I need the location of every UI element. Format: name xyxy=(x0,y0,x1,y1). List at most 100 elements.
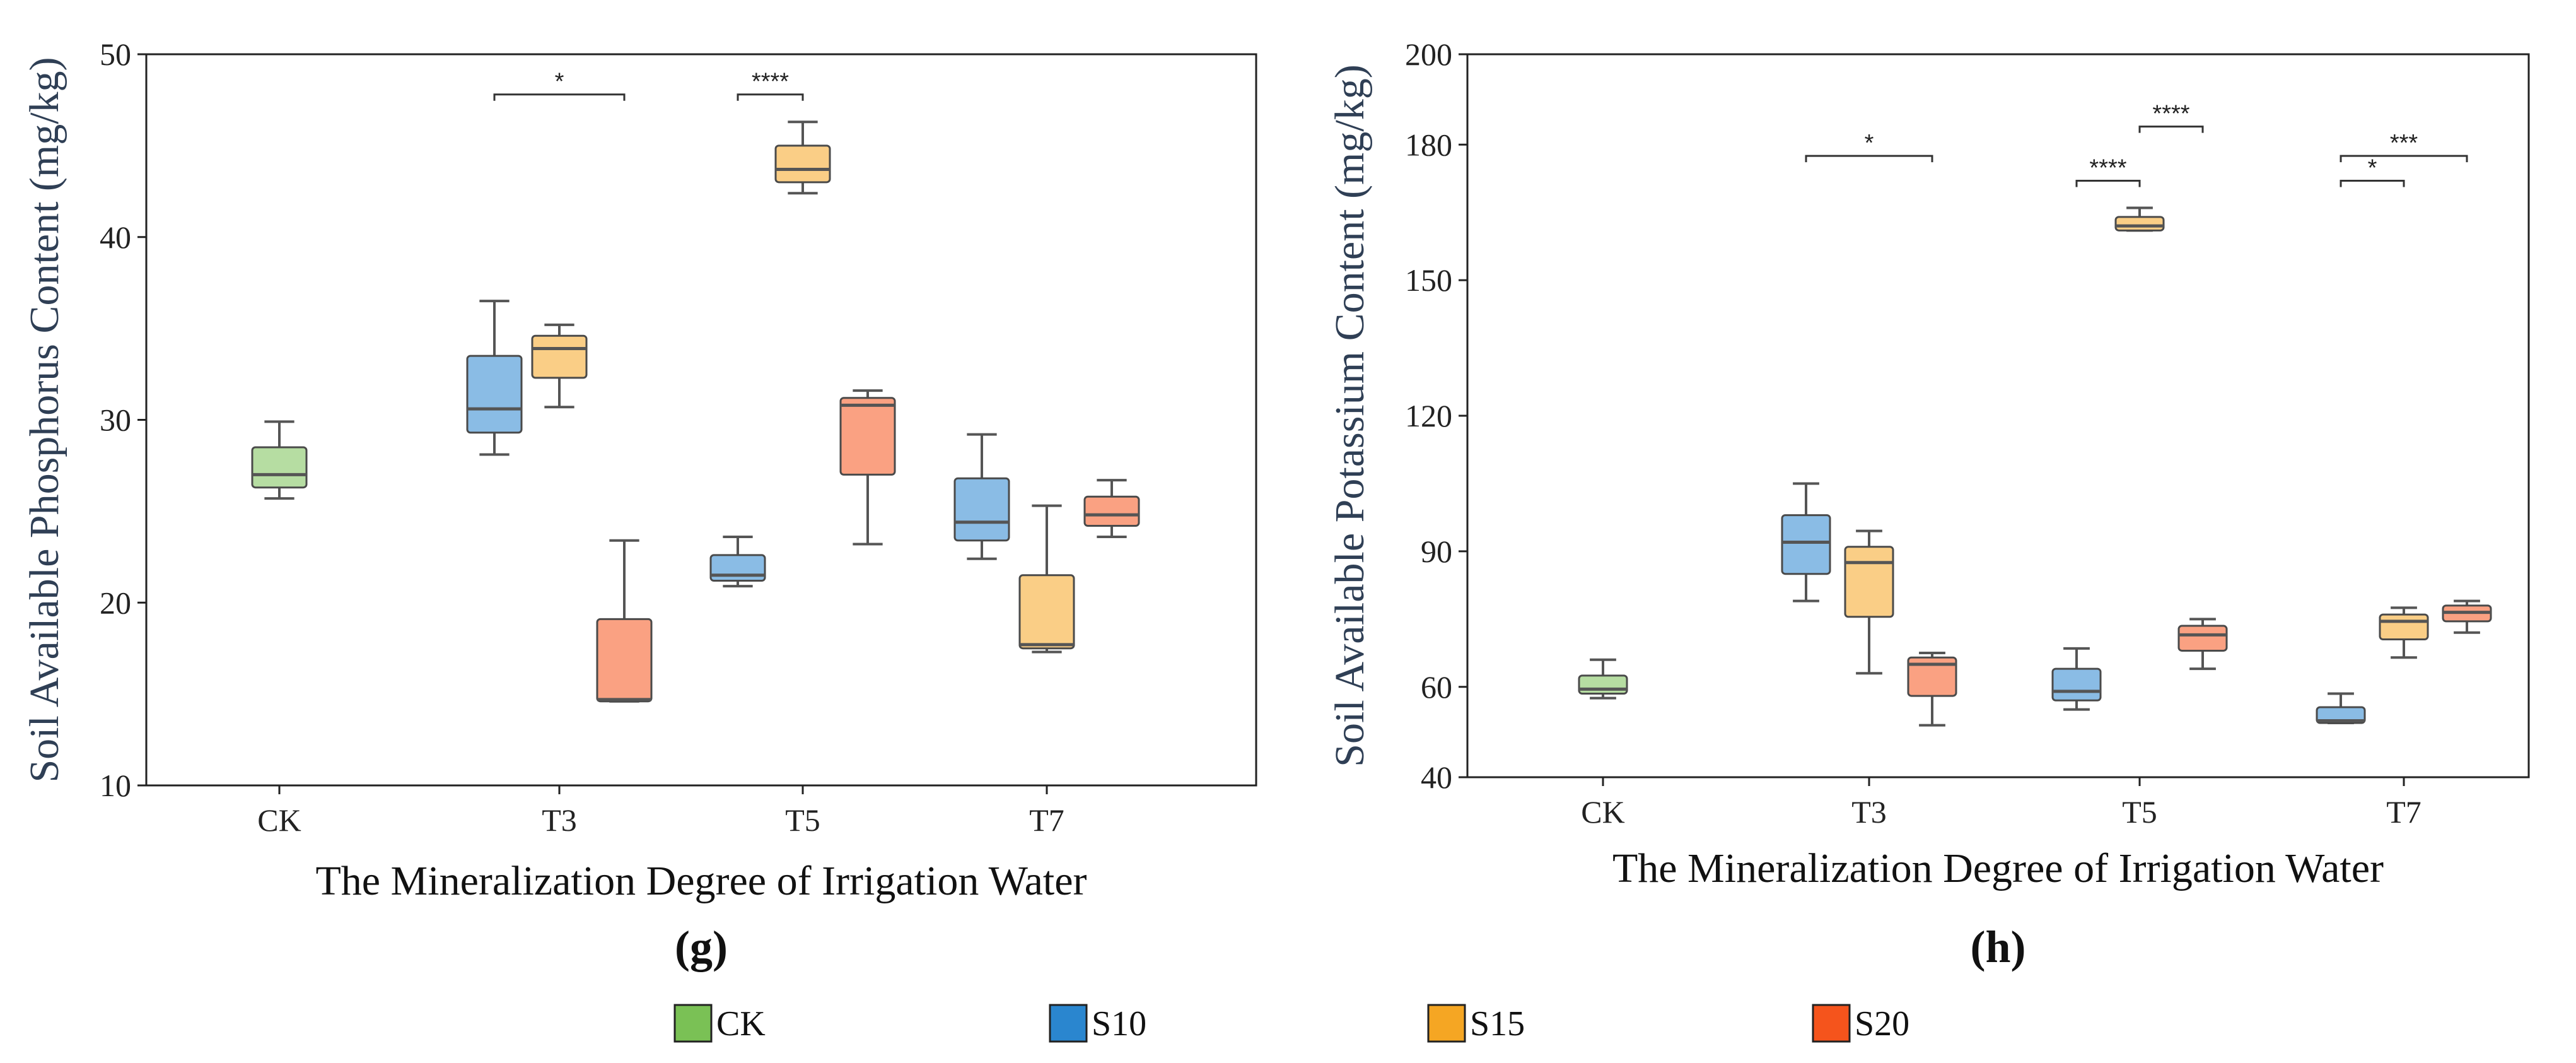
box-T3-S15 xyxy=(1844,529,1894,675)
box-T5-S10 xyxy=(709,535,766,588)
box-body xyxy=(531,334,588,379)
box-T5-S15 xyxy=(2114,206,2165,232)
box-T3-S10 xyxy=(466,300,523,456)
legend-swatch xyxy=(1049,1004,1088,1043)
box-T7-S10 xyxy=(953,433,1010,560)
significance-label: * xyxy=(1865,130,1874,156)
x-axis-title: The Mineralization Degree of Irrigation … xyxy=(315,858,1087,904)
significance-bracket: * xyxy=(1805,130,1933,163)
legend-label: S20 xyxy=(1855,1004,1909,1043)
y-tick-label: 50 xyxy=(100,37,131,72)
significance-label: * xyxy=(555,69,564,95)
significance-label: **** xyxy=(2152,101,2189,127)
significance-bracket: **** xyxy=(2075,155,2141,187)
box-body xyxy=(2051,667,2102,702)
significance-label: * xyxy=(2368,155,2377,182)
bracket-line xyxy=(2340,155,2468,163)
x-tick-label: T3 xyxy=(542,802,577,838)
y-tick-label: 60 xyxy=(1421,669,1452,705)
plot-frame xyxy=(145,53,1257,787)
box-T5-S20 xyxy=(2177,618,2228,671)
box-T5-S15 xyxy=(774,120,831,195)
legend-item-ck: CK xyxy=(673,1004,766,1043)
box-CK-CK xyxy=(251,420,308,500)
box-T3-S20 xyxy=(1907,652,1957,727)
box-body xyxy=(1844,546,1894,618)
y-tick-label: 10 xyxy=(100,768,131,803)
bracket-line xyxy=(2340,180,2405,187)
y-tick-label: 40 xyxy=(100,220,131,255)
box-body xyxy=(251,446,308,489)
y-tick-label: 180 xyxy=(1405,127,1452,162)
x-tick-label: CK xyxy=(1581,794,1624,830)
box-body xyxy=(2316,706,2366,724)
box-body xyxy=(466,355,523,434)
panel-label: (g) xyxy=(675,922,728,972)
significance-bracket: *** xyxy=(2340,130,2468,163)
legend-label: S10 xyxy=(1092,1004,1146,1043)
x-tick-label: T7 xyxy=(1029,802,1064,838)
legend-swatch xyxy=(673,1004,713,1043)
bracket-line xyxy=(737,93,804,101)
legend-item-s15: S15 xyxy=(1427,1004,1525,1043)
significance-bracket: **** xyxy=(2138,101,2204,133)
box-T7-S10 xyxy=(2316,692,2366,725)
box-body xyxy=(2379,613,2429,641)
y-tick-label: 150 xyxy=(1405,262,1452,298)
legend-label: S15 xyxy=(1470,1004,1525,1043)
x-axis-title: The Mineralization Degree of Irrigation … xyxy=(1612,845,2384,891)
x-tick-label: CK xyxy=(257,802,301,838)
y-tick-label: 20 xyxy=(100,585,131,620)
box-T7-S15 xyxy=(1018,504,1075,654)
bracket-line xyxy=(2075,180,2141,187)
box-body xyxy=(2177,625,2228,652)
box-T7-S15 xyxy=(2379,606,2429,659)
significance-bracket: * xyxy=(2340,155,2405,187)
significance-label: *** xyxy=(2390,130,2418,156)
significance-label: **** xyxy=(2089,155,2126,182)
box-body xyxy=(2114,216,2165,232)
bracket-line xyxy=(493,93,626,101)
box-CK-CK xyxy=(1578,658,1628,700)
box-body xyxy=(1018,574,1075,650)
box-T5-S10 xyxy=(2051,647,2102,711)
box-T7-S20 xyxy=(1083,479,1140,538)
significance-label: **** xyxy=(752,69,789,95)
y-tick-label: 30 xyxy=(100,402,131,438)
box-T3-S20 xyxy=(596,539,653,703)
x-tick-label: T7 xyxy=(2386,794,2422,830)
legend-label: CK xyxy=(716,1004,766,1043)
legend-item-s10: S10 xyxy=(1049,1004,1146,1043)
y-tick-label: 90 xyxy=(1421,534,1452,569)
y-axis-title: Soil Available Potassium Content (mg/kg) xyxy=(1327,64,1373,766)
x-tick-label: T5 xyxy=(785,802,820,838)
y-tick-label: 200 xyxy=(1405,37,1452,72)
y-tick-label: 40 xyxy=(1421,760,1452,795)
box-body xyxy=(709,554,766,582)
x-tick-label: T3 xyxy=(1851,794,1887,830)
box-body xyxy=(596,618,653,703)
panel-label: (h) xyxy=(1971,922,2026,972)
significance-bracket: * xyxy=(493,69,626,101)
legend-swatch xyxy=(1812,1004,1851,1043)
y-axis-title: Soil Available Phosphorus Content (mg/kg… xyxy=(21,57,67,782)
box-body xyxy=(839,397,896,476)
box-body xyxy=(953,477,1010,542)
box-body xyxy=(774,144,831,184)
legend-item-s20: S20 xyxy=(1812,1004,1909,1043)
box-T3-S10 xyxy=(1781,482,1831,602)
bracket-line xyxy=(2138,126,2204,133)
legend-swatch xyxy=(1427,1004,1466,1043)
y-tick-label: 120 xyxy=(1405,398,1452,433)
x-tick-label: T5 xyxy=(2122,794,2157,830)
chart-legend: CK S10 S15 S20 xyxy=(673,1004,1909,1043)
significance-bracket: **** xyxy=(737,69,804,101)
box-T7-S20 xyxy=(2442,599,2492,634)
box-body xyxy=(1907,656,1957,697)
bracket-line xyxy=(1805,155,1933,163)
box-body xyxy=(1578,674,1628,695)
box-T3-S15 xyxy=(531,323,588,409)
